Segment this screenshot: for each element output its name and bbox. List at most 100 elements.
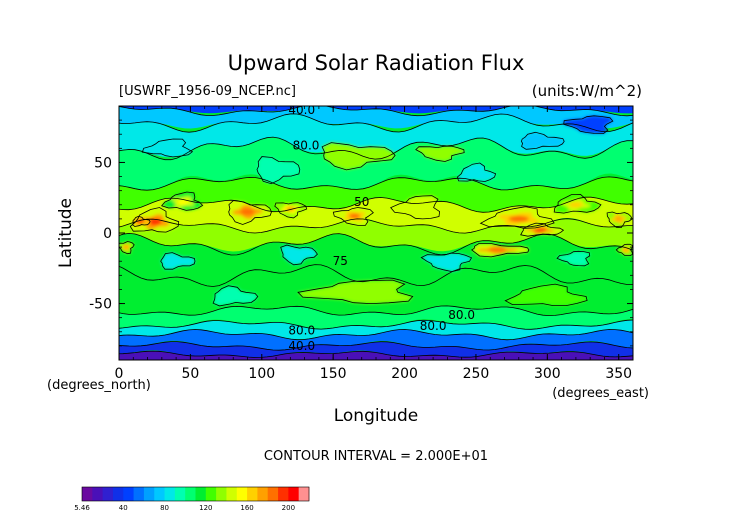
contour-line: [606, 211, 633, 229]
contour-line: [256, 156, 301, 185]
field-patch: [213, 285, 258, 306]
field-patch: [257, 156, 300, 184]
colorbar-swatch: [226, 487, 238, 501]
colorbar-tick-label: 160: [240, 504, 253, 512]
y-tick-label: 0: [103, 226, 112, 242]
contour-line: [228, 200, 272, 225]
contour-label: 80.0: [420, 319, 447, 333]
contour-label: 80.0: [293, 139, 320, 153]
contour-line: [132, 215, 151, 227]
field-patch-peak: [240, 208, 255, 215]
contour-line: [119, 305, 633, 317]
colorbar-frame: [81, 486, 310, 502]
field-patch: [421, 253, 472, 272]
contour-line: [119, 218, 633, 234]
contour-line: [332, 207, 374, 226]
contour-line: [119, 232, 633, 256]
latitude-band: [119, 305, 633, 331]
field-patch: [322, 142, 396, 170]
field-patch: [142, 139, 193, 157]
axis-ticks: 0 50 100 150 200 250 300 350 -50 0 50: [89, 105, 634, 382]
contour-line: [556, 250, 591, 267]
colorbar-swatch: [82, 487, 93, 501]
contour-line: [615, 243, 633, 256]
y-tick-label: 50: [94, 155, 112, 171]
colorbar-swatch: [92, 487, 104, 501]
chart-title: Upward Solar Radiation Flux: [228, 51, 525, 75]
contour-label: 40.0: [288, 339, 315, 353]
colorbar-swatch: [112, 487, 124, 501]
contour-line: [479, 206, 555, 229]
field-patch-peak: [615, 216, 623, 222]
contour-line: [119, 341, 633, 351]
colorbar-tick-label: 40: [119, 504, 128, 512]
colorbar-swatch: [185, 487, 196, 501]
field-patch: [415, 146, 465, 162]
latitude-band: [119, 113, 633, 158]
colorbar-swatch: [133, 487, 145, 501]
field-patch: [505, 284, 588, 306]
contour-line: [160, 191, 204, 211]
colorbar-swatch: [154, 487, 165, 501]
contour-line: [471, 243, 530, 258]
contour-line: [119, 176, 633, 191]
contour-line: [415, 145, 465, 162]
x-tick-label: 200: [391, 366, 418, 382]
colorbar-swatch: [278, 487, 289, 501]
contour-line: [119, 329, 633, 341]
contour-line: [420, 252, 473, 273]
colorbar-swatch: [298, 487, 310, 501]
field-patch: [280, 245, 318, 265]
colorbar-swatch: [174, 487, 186, 501]
contour-label: 80.0: [448, 308, 475, 322]
colorbar-tick-label: 80: [160, 504, 169, 512]
contour-line: [119, 350, 633, 358]
colorbar-swatch: [216, 487, 227, 501]
contour-line: [520, 131, 565, 150]
contour-line: [297, 279, 414, 305]
contour-label: 50: [354, 195, 369, 209]
latitude-band: [119, 329, 633, 351]
colorbar-tick-label: 5.46: [74, 504, 90, 512]
field-patch-peak: [123, 245, 129, 249]
latitude-band: [119, 137, 633, 194]
contour-line: [119, 319, 633, 330]
x-tick-label: 0: [115, 366, 124, 382]
y-axis-label: Latitude: [56, 198, 76, 268]
contour-line: [456, 162, 497, 182]
contour-line: [119, 196, 633, 213]
contour-line: [129, 207, 180, 233]
field-patch-peak: [623, 248, 629, 252]
field-patch: [563, 115, 613, 134]
contour-line: [390, 195, 441, 220]
contour-label: 80.0: [288, 323, 315, 337]
field-patch: [298, 280, 413, 304]
contour-line: [520, 222, 565, 237]
contour-line: [160, 252, 196, 270]
x-tick-label: 100: [248, 366, 275, 382]
x-unit-label: (degrees_east): [552, 386, 649, 401]
colorbar-swatch: [267, 487, 279, 501]
field-patch-peak: [488, 248, 507, 252]
field-patch: [521, 132, 565, 150]
file-label: [USWRF_1956-09_NCEP.nc]: [119, 84, 296, 99]
contour-line: [212, 285, 259, 307]
x-tick-label: 250: [463, 366, 490, 382]
colorbar-swatch: [236, 487, 248, 501]
colorbar-tick-label: 120: [199, 504, 212, 512]
colorbar-swatch: [195, 487, 207, 501]
contour-interval-text: CONTOUR INTERVAL = 2.000E+01: [264, 449, 488, 464]
contour-line: [119, 241, 135, 255]
x-tick-label: 50: [181, 366, 199, 382]
field-patch: [160, 252, 195, 270]
contour-line: [119, 136, 633, 161]
colorbar-swatch: [257, 487, 269, 501]
colorbar: 5.46 40 80 120 160 200: [74, 486, 310, 512]
x-tick-label: 350: [605, 366, 632, 382]
contour-line: [553, 193, 602, 214]
field-patch-peak: [569, 202, 583, 208]
contour-line: [563, 115, 614, 134]
